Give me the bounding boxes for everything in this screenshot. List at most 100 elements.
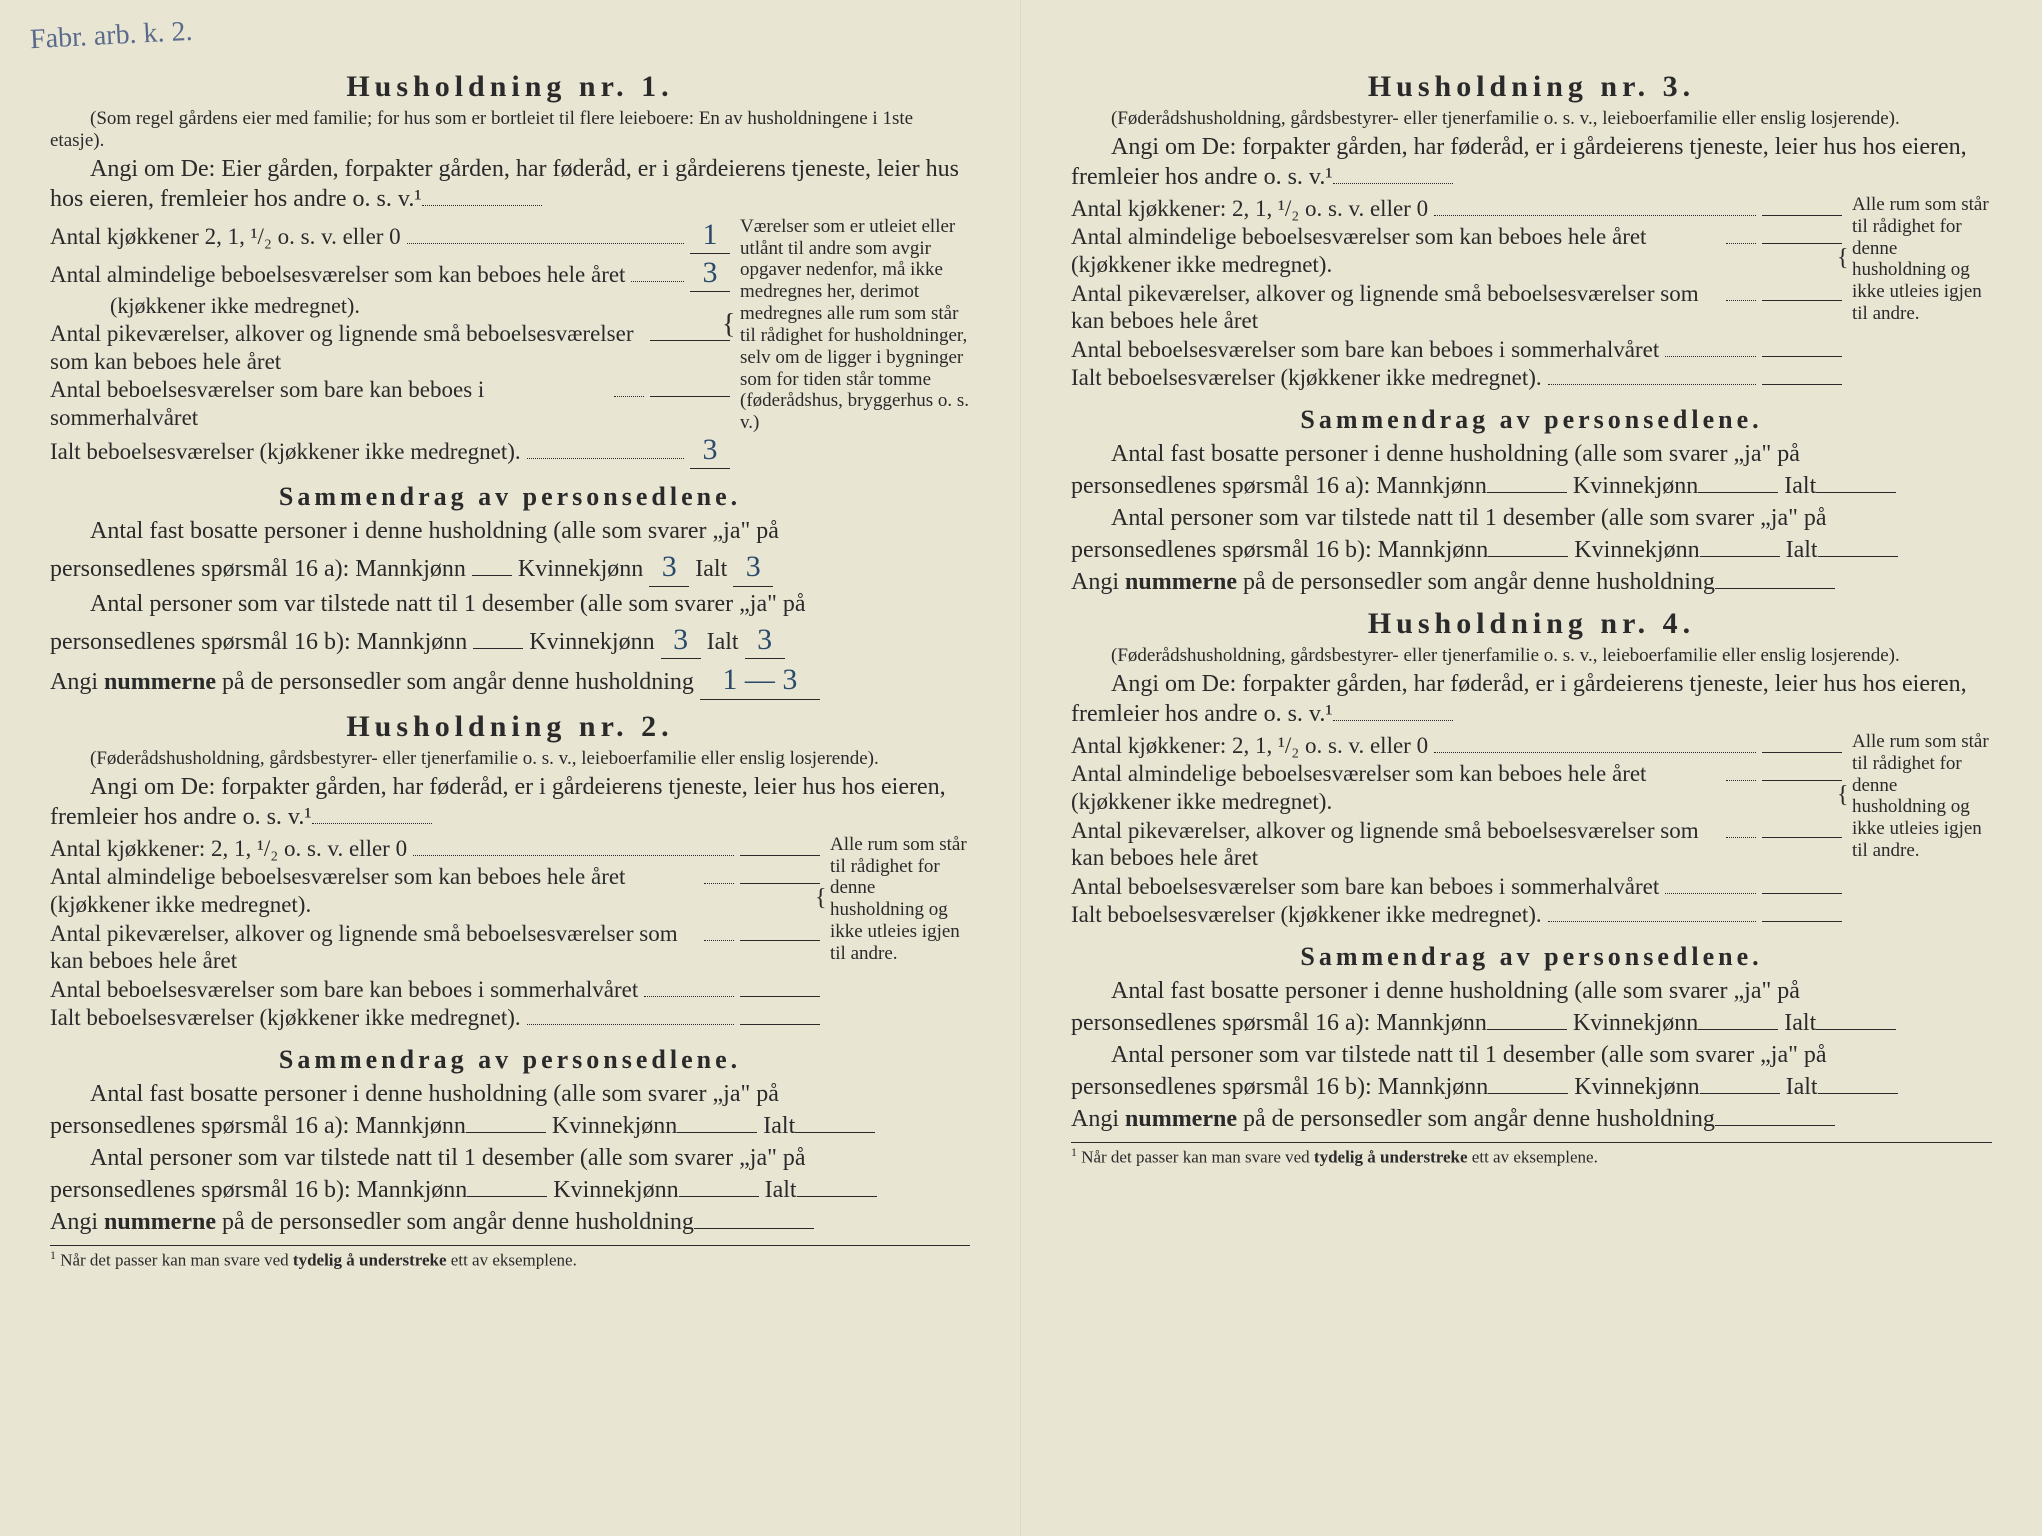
h2-i2: Ialt: [765, 1177, 797, 1203]
h4-sommer-label: Antal beboelsesværelser som bare kan beb…: [1071, 873, 1659, 901]
h3-i2: Ialt: [1786, 537, 1818, 563]
h2-desc: (Føderådshusholdning, gårdsbestyrer- ell…: [50, 748, 970, 770]
h3-kjokken: Antal kjøkkener: 2, 1, ¹/₂ o. s. v. elle…: [1071, 195, 1842, 223]
h3-alm-value: [1762, 243, 1842, 244]
h2-sommer-value: [740, 996, 820, 997]
h4-desc: (Føderådshusholdning, gårdsbestyrer- ell…: [1071, 645, 1992, 667]
h2-sidenote: { Alle rum som står til rådighet for den…: [830, 834, 970, 965]
h2-angi-text: Angi om De: forpakter gården, har føderå…: [50, 774, 946, 830]
h1-sam-l2a: Antal personer som var tilstede natt til…: [90, 591, 806, 617]
h2-kjokken-label: Antal kjøkkener: 2, 1, ¹/₂ o. s. v. elle…: [50, 835, 407, 863]
h2-title: Husholdning nr. 2.: [50, 710, 970, 744]
h2-kv1: Kvinnekjønn: [552, 1113, 677, 1139]
h3-kv1: Kvinnekjønn: [1573, 473, 1698, 499]
h2-fields-row: Antal kjøkkener: 2, 1, ¹/₂ o. s. v. elle…: [50, 834, 970, 1033]
h1-sam-16b2: personsedlenes spørsmål 16 b): Mannkjønn…: [50, 621, 970, 660]
h1-nummer: Angi nummerne på de personsedler som ang…: [50, 661, 970, 700]
h1-sam-l1a: Antal fast bosatte personer i denne hush…: [90, 518, 779, 544]
h3-l1b: personsedlenes spørsmål 16 a): Mannkjønn: [1071, 473, 1487, 499]
h2-sam-title: Sammendrag av personsedlene.: [50, 1045, 970, 1075]
h1-16b-i: 3: [745, 621, 785, 660]
handwritten-annotation: Fabr. arb. k. 2.: [29, 16, 193, 56]
h4-pike: Antal pikeværelser, alkover og lignende …: [1071, 817, 1842, 872]
h4-sidenote-text: Alle rum som står til rådighet for denne…: [1852, 731, 1989, 861]
right-page: Husholdning nr. 3. (Føderådshusholdning,…: [1021, 0, 2042, 1536]
h2-sam-16a: Antal fast bosatte personer i denne hush…: [50, 1079, 970, 1109]
h4-kjokken-value: [1762, 752, 1842, 753]
h2-pike: Antal pikeværelser, alkover og lignende …: [50, 920, 820, 975]
h1-ialt-value: 3: [690, 432, 730, 469]
h3-kjokken-value: [1762, 215, 1842, 216]
h4-ialt-value: [1762, 921, 1842, 922]
h2-ialt-label: Ialt beboelsesværelser (kjøkkener ikke m…: [50, 1004, 521, 1032]
h4-alm-label: Antal almindelige beboelsesværelser som …: [1071, 760, 1720, 815]
h4-i1: Ialt: [1784, 1010, 1816, 1036]
h3-alm: Antal almindelige beboelsesværelser som …: [1071, 223, 1842, 278]
h4-sommer-value: [1762, 893, 1842, 894]
h1-fields: Antal kjøkkener 2, 1, ¹/₂ o. s. v. eller…: [50, 216, 730, 471]
h1-ialt-2: Ialt: [707, 629, 739, 655]
h1-sam-l2b: personsedlenes spørsmål 16 b): Mannkjønn: [50, 629, 467, 655]
h4-16a-line: personsedlenes spørsmål 16 a): Mannkjønn…: [1071, 1008, 1992, 1038]
h1-sam-l1b: personsedlenes spørsmål 16 a): Mannkjønn: [50, 556, 466, 582]
h2-sidenote-text: Alle rum som står til rådighet for denne…: [830, 834, 967, 964]
h1-kvinne-2: Kvinnekjønn: [529, 629, 654, 655]
h4-pike-label: Antal pikeværelser, alkover og lignende …: [1071, 817, 1720, 872]
h1-sam-16a2: personsedlenes spørsmål 16 a): Mannkjønn…: [50, 548, 970, 587]
h3-l1a: Antal fast bosatte personer i denne hush…: [1111, 441, 1800, 467]
h2-kv2: Kvinnekjønn: [553, 1177, 678, 1203]
h4-alm: Antal almindelige beboelsesværelser som …: [1071, 760, 1842, 815]
h2-ialt-value: [740, 1024, 820, 1025]
h1-sam-16a: Antal fast bosatte personer i denne hush…: [50, 516, 970, 546]
h2-i1: Ialt: [763, 1113, 795, 1139]
h1-sam-16b: Antal personer som var tilstede natt til…: [50, 589, 970, 619]
h2-angi: Angi om De: forpakter gården, har føderå…: [50, 772, 970, 832]
h3-ialt: Ialt beboelsesværelser (kjøkkener ikke m…: [1071, 364, 1842, 392]
h1-sam-title: Sammendrag av personsedlene.: [50, 482, 970, 512]
h1-kjokken: Antal kjøkkener 2, 1, ¹/₂ o. s. v. eller…: [50, 217, 730, 254]
h3-sommer-label: Antal beboelsesværelser som bare kan beb…: [1071, 336, 1659, 364]
h3-i1: Ialt: [1784, 473, 1816, 499]
h1-alm: Antal almindelige beboelsesværelser som …: [50, 255, 730, 292]
h4-nummer: Angi nummerne på de personsedler som ang…: [1071, 1104, 1992, 1134]
h1-ialt-1: Ialt: [695, 556, 727, 582]
h4-16b-line: personsedlenes spørsmål 16 b): Mannkjønn…: [1071, 1072, 1992, 1102]
h1-angi-text: Angi om De: Eier gården, forpakter gårde…: [50, 156, 959, 212]
h2-l1b: personsedlenes spørsmål 16 a): Mannkjønn: [50, 1113, 466, 1139]
h3-fields: Antal kjøkkener: 2, 1, ¹/₂ o. s. v. elle…: [1071, 194, 1842, 393]
h1-16b-k: 3: [661, 621, 701, 660]
h1-fields-row: Antal kjøkkener 2, 1, ¹/₂ o. s. v. eller…: [50, 216, 970, 471]
h4-kjokken: Antal kjøkkener: 2, 1, ¹/₂ o. s. v. elle…: [1071, 732, 1842, 760]
h4-i2: Ialt: [1786, 1074, 1818, 1100]
h1-alm-label: Antal almindelige beboelsesværelser som …: [50, 261, 625, 289]
h1-nummer-value: 1 — 3: [700, 661, 820, 700]
h4-l2a: Antal personer som var tilstede natt til…: [1111, 1042, 1827, 1068]
h1-sommer-label: Antal beboelsesværelser som bare kan beb…: [50, 376, 608, 431]
h1-sidenote-text: Værelser som er utleiet eller utlånt til…: [740, 216, 969, 434]
h3-ialt-label: Ialt beboelsesværelser (kjøkkener ikke m…: [1071, 364, 1542, 392]
h1-pike-label: Antal pikeværelser, alkover og lignende …: [50, 320, 650, 375]
h3-alm-label: Antal almindelige beboelsesværelser som …: [1071, 223, 1720, 278]
h4-sam-title: Sammendrag av personsedlene.: [1071, 942, 1992, 972]
h2-alm-value: [740, 883, 820, 884]
h1-sommer: Antal beboelsesværelser som bare kan beb…: [50, 376, 730, 431]
h3-pike: Antal pikeværelser, alkover og lignende …: [1071, 280, 1842, 335]
h4-sam-16a: Antal fast bosatte personer i denne hush…: [1071, 976, 1992, 1006]
h1-ialt-label: Ialt beboelsesværelser (kjøkkener ikke m…: [50, 438, 521, 466]
h4-fields: Antal kjøkkener: 2, 1, ¹/₂ o. s. v. elle…: [1071, 731, 1842, 930]
h1-kjokken-label: Antal kjøkkener 2, 1, ¹/₂ o. s. v. eller…: [50, 223, 401, 251]
h2-l2a: Antal personer som var tilstede natt til…: [90, 1145, 806, 1171]
h1-16a-i: 3: [733, 548, 773, 587]
h3-ialt-value: [1762, 384, 1842, 385]
h3-sam-16b: Antal personer som var tilstede natt til…: [1071, 503, 1992, 533]
h1-pike: Antal pikeværelser, alkover og lignende …: [50, 320, 730, 375]
h2-alm: Antal almindelige beboelsesværelser som …: [50, 863, 820, 918]
h2-nummer: Angi nummerne på de personsedler som ang…: [50, 1207, 970, 1237]
h4-sidenote: { Alle rum som står til rådighet for den…: [1852, 731, 1992, 862]
h3-title: Husholdning nr. 3.: [1071, 70, 1992, 104]
h4-sam-16b: Antal personer som var tilstede natt til…: [1071, 1040, 1992, 1070]
h1-16b-m: [473, 648, 523, 649]
h2-sam-16b: Antal personer som var tilstede natt til…: [50, 1143, 970, 1173]
h1-title: Husholdning nr. 1.: [50, 70, 970, 104]
h2-sommer-label: Antal beboelsesværelser som bare kan beb…: [50, 976, 638, 1004]
